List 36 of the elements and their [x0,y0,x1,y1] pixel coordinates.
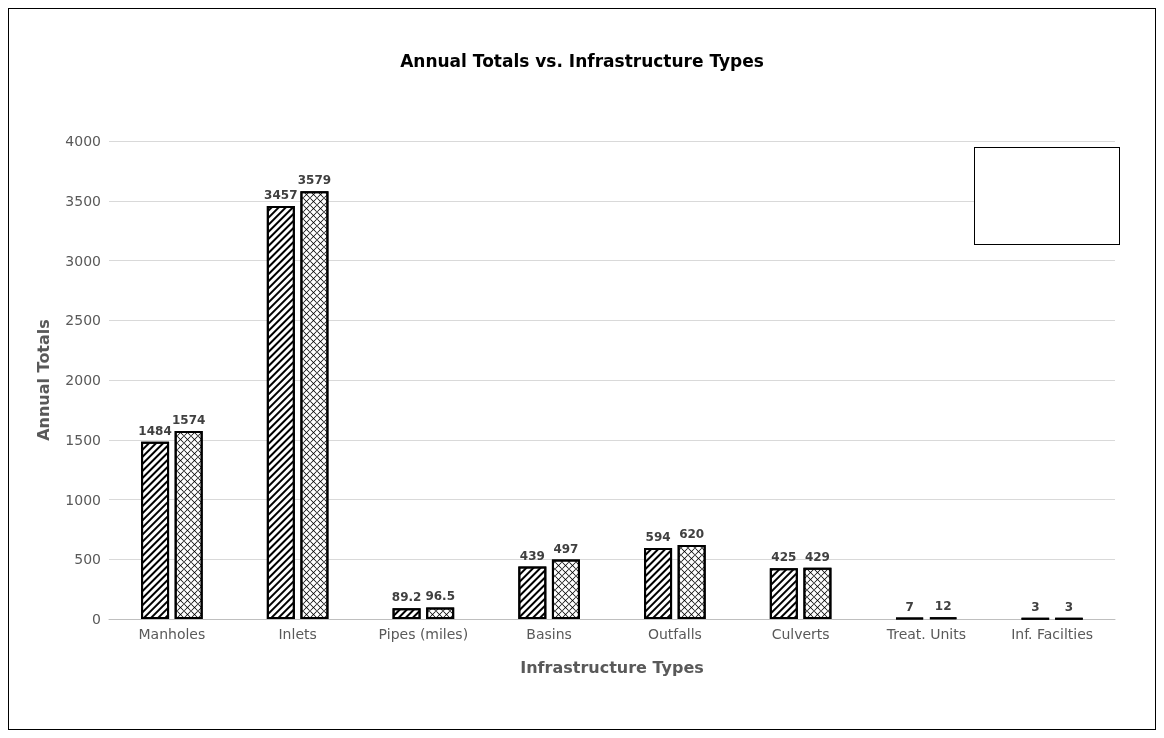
y-tick-label: 0 [92,611,101,627]
data-label: 1484 [138,423,172,438]
y-tick-label: 3500 [65,192,101,209]
x-tick-label: Treat. Units [885,626,967,642]
x-tick-label: Basins [526,626,572,642]
data-label: 3457 [264,187,298,202]
data-label: 429 [804,549,830,564]
data-label: 439 [519,548,545,563]
y-tick-label: 1500 [65,431,101,448]
data-label: 620 [679,526,705,541]
y-tick-label: 3000 [65,252,101,269]
data-label: 7 [905,599,914,614]
data-label: 12 [934,599,952,614]
y-tick-label: 4000 [65,133,101,149]
data-label: 1574 [171,412,206,427]
x-axis-title: Infrastructure Types [520,657,704,677]
y-tick-label: 2000 [65,372,101,388]
x-tick-label: Outfalls [647,626,702,642]
x-tick-label: Inlets [278,626,317,642]
data-label: 3 [1064,599,1074,614]
x-tick-label: Inf. Facilties [1011,626,1094,642]
y-tick-label: 2500 [65,312,101,329]
data-label: 96.5 [425,589,455,604]
y-tick-label: 500 [74,551,101,568]
data-label: 3 [1031,599,1040,614]
x-tick-label: Culverts [771,626,830,642]
data-label: 425 [771,550,797,565]
data-label: 3579 [297,173,332,188]
x-tick-label: Pipes (miles) [378,626,469,642]
data-label: 497 [553,541,579,556]
x-tick-label: Manholes [138,626,206,642]
chart-title: Annual Totals vs. Infrastructure Types [400,50,764,71]
data-label: 594 [645,530,671,545]
data-label: 89.2 [391,590,422,605]
y-tick-label: 1000 [65,491,101,508]
y-axis-title: Annual Totals [33,319,53,441]
